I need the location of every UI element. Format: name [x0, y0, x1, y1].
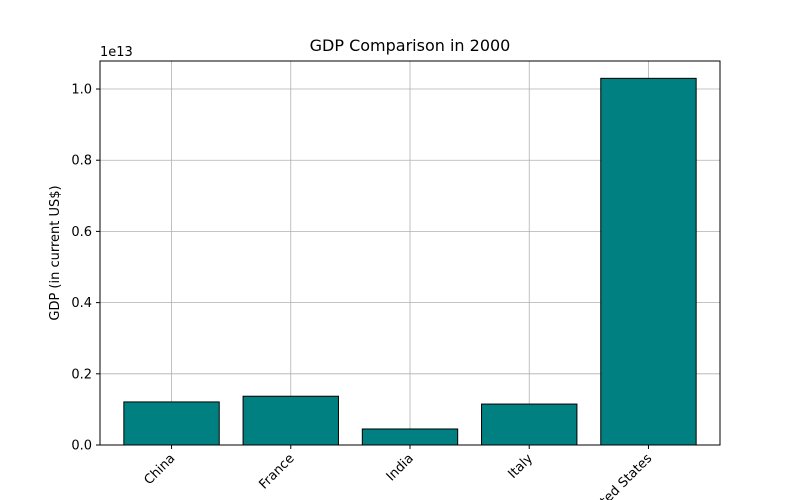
y-tick-label: 1.0	[71, 83, 92, 98]
y-axis-label: GDP (in current US$)	[48, 185, 63, 320]
bar	[123, 401, 220, 446]
bar	[481, 403, 578, 446]
y-tick-label: 0.6	[71, 225, 92, 240]
chart-title: GDP Comparison in 2000	[310, 36, 511, 55]
y-tick-label: 0.0	[71, 439, 92, 454]
y-tick-label: 0.8	[71, 154, 92, 169]
bar	[361, 428, 459, 446]
bar	[242, 395, 339, 446]
y-offset-label: 1e13	[100, 45, 133, 60]
y-tick-label: 0.2	[71, 367, 92, 382]
plot-frame	[99, 60, 721, 446]
bar	[600, 77, 697, 446]
y-tick-label: 0.4	[71, 296, 92, 311]
